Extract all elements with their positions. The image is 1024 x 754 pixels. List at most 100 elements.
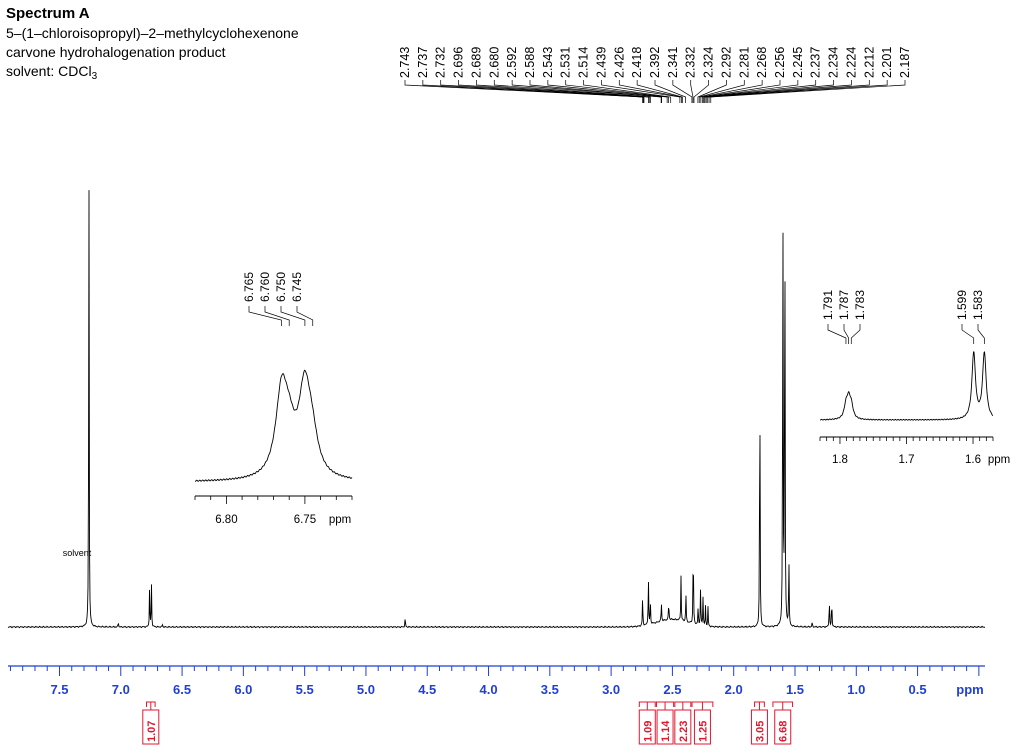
x-tick-label: 3.5 (541, 682, 559, 697)
x-tick-label: 6.0 (234, 682, 252, 697)
peak-label: 2.281 (737, 47, 751, 78)
peak-label-connector (703, 80, 799, 103)
integral-box (693, 709, 711, 745)
peak-label: 2.732 (434, 47, 448, 78)
inset-1.7-peak-label: 1.791 (821, 290, 835, 320)
peak-label-connector (654, 80, 686, 103)
peak-label-connector (565, 80, 669, 103)
integral-box (142, 709, 160, 745)
inset-1.7-tick-label: 1.6 (965, 454, 981, 466)
peak-label: 2.341 (666, 47, 680, 78)
inset-1.7-axis-label: ppm (988, 454, 1010, 466)
peak-label: 2.245 (791, 47, 805, 78)
peak-label: 2.187 (898, 47, 912, 78)
inset-1.7-tick-label: 1.8 (832, 454, 848, 466)
peak-label-connector (700, 80, 763, 103)
x-tick-label: 6.5 (173, 682, 191, 697)
inset-1.7-peak-label: 1.599 (955, 290, 969, 320)
inset-6.75-peak-label: 6.750 (274, 272, 288, 302)
peak-label: 2.514 (577, 47, 591, 78)
solvent-subscript: 3 (91, 71, 98, 82)
integral-box (674, 709, 692, 745)
spectrum-header: Spectrum A 5–(1–chloroisopropyl)–2–methy… (6, 4, 299, 83)
peak-label: 2.237 (809, 47, 823, 78)
peak-label: 2.392 (648, 47, 662, 78)
solvent-label: solvent: CDCl (6, 63, 92, 79)
inset-6.75-tick-label: 6.75 (294, 514, 316, 526)
peak-label: 2.592 (505, 47, 519, 78)
inset-1.7-connector (961, 324, 975, 344)
peak-label-connector (476, 80, 650, 103)
spectrum-trace (7, 190, 986, 629)
x-tick-label: 0.5 (909, 682, 927, 697)
peak-label: 2.292 (719, 47, 733, 78)
inset-1.7-connector (977, 324, 985, 344)
peak-label: 2.531 (559, 47, 573, 78)
x-tick-label: 7.0 (112, 682, 130, 697)
peak-label: 2.689 (469, 47, 483, 78)
inset-6.75-peak-label: 6.760 (258, 272, 272, 302)
peak-label-connector (422, 80, 644, 103)
x-tick-label: 5.5 (296, 682, 314, 697)
peak-label-connector (704, 80, 817, 103)
peak-label: 2.324 (702, 47, 716, 78)
peak-label-connector (601, 80, 681, 103)
x-tick-label: 4.5 (418, 682, 436, 697)
peak-label-connector (697, 80, 727, 103)
integral-value: 2.23 (678, 721, 690, 742)
sample-description: carvone hydrohalogenation product (6, 44, 226, 60)
integral-value: 1.25 (697, 721, 709, 742)
peak-label-connector (636, 80, 683, 103)
spectrum-title: Spectrum A (6, 5, 90, 22)
peak-label: 2.426 (612, 47, 626, 78)
peak-label-connector (583, 80, 672, 103)
peak-label: 2.439 (594, 47, 608, 78)
peak-label-connector (690, 80, 694, 103)
inset-6.75-connector (296, 306, 314, 326)
peak-label-connector (618, 80, 682, 103)
inset-1.7-connector (843, 324, 849, 344)
integral-box (638, 709, 656, 745)
x-tick-label: 5.0 (357, 682, 375, 697)
integral-value: 3.05 (754, 721, 766, 742)
peak-label-connector (704, 80, 834, 103)
inset-6.75-connector (264, 306, 290, 326)
peak-label: 2.268 (755, 47, 769, 78)
inset-1.7-peak-label: 1.783 (853, 290, 867, 320)
inset-1.7-peak-label: 1.583 (971, 290, 985, 320)
inset-6.75-trace (195, 369, 353, 482)
integral-box (656, 709, 674, 745)
peak-label: 2.680 (487, 47, 501, 78)
inset-6.75-axis-label: ppm (329, 514, 351, 526)
peak-label: 2.332 (684, 47, 698, 78)
integral-box (774, 709, 792, 745)
peak-label-connector (693, 80, 709, 103)
integral-value: 1.14 (660, 720, 672, 742)
peak-label: 2.201 (880, 47, 894, 78)
peak-label-connector (710, 80, 906, 103)
peak-label: 2.743 (398, 47, 412, 78)
peak-label-connector (672, 80, 693, 103)
x-tick-label: 1.5 (786, 682, 804, 697)
solvent-label: solvent (63, 548, 92, 558)
compound-name: 5–(1–chloroisopropyl)–2–methylcyclohexen… (6, 25, 299, 41)
peak-label: 2.418 (630, 47, 644, 78)
peak-label: 2.224 (844, 47, 858, 78)
peak-label-connector (511, 80, 662, 103)
peak-label: 2.737 (416, 47, 430, 78)
peak-label-connector (404, 80, 643, 103)
inset-6.75-tick-label: 6.80 (215, 514, 237, 526)
solvent-line: solvent: CDCl3 (6, 62, 299, 83)
x-axis-label: ppm (956, 682, 983, 697)
integral-box (750, 709, 768, 745)
peak-label: 2.696 (452, 47, 466, 78)
integral-value: 1.09 (642, 721, 654, 742)
peak-label-connector (529, 80, 662, 103)
peak-label-connector (698, 80, 745, 103)
inset-1.7-tick-label: 1.7 (899, 454, 915, 466)
x-tick-label: 2.5 (663, 682, 681, 697)
inset-6.75-connector (280, 306, 306, 326)
x-tick-label: 2.0 (725, 682, 743, 697)
peak-label: 2.588 (523, 47, 537, 78)
